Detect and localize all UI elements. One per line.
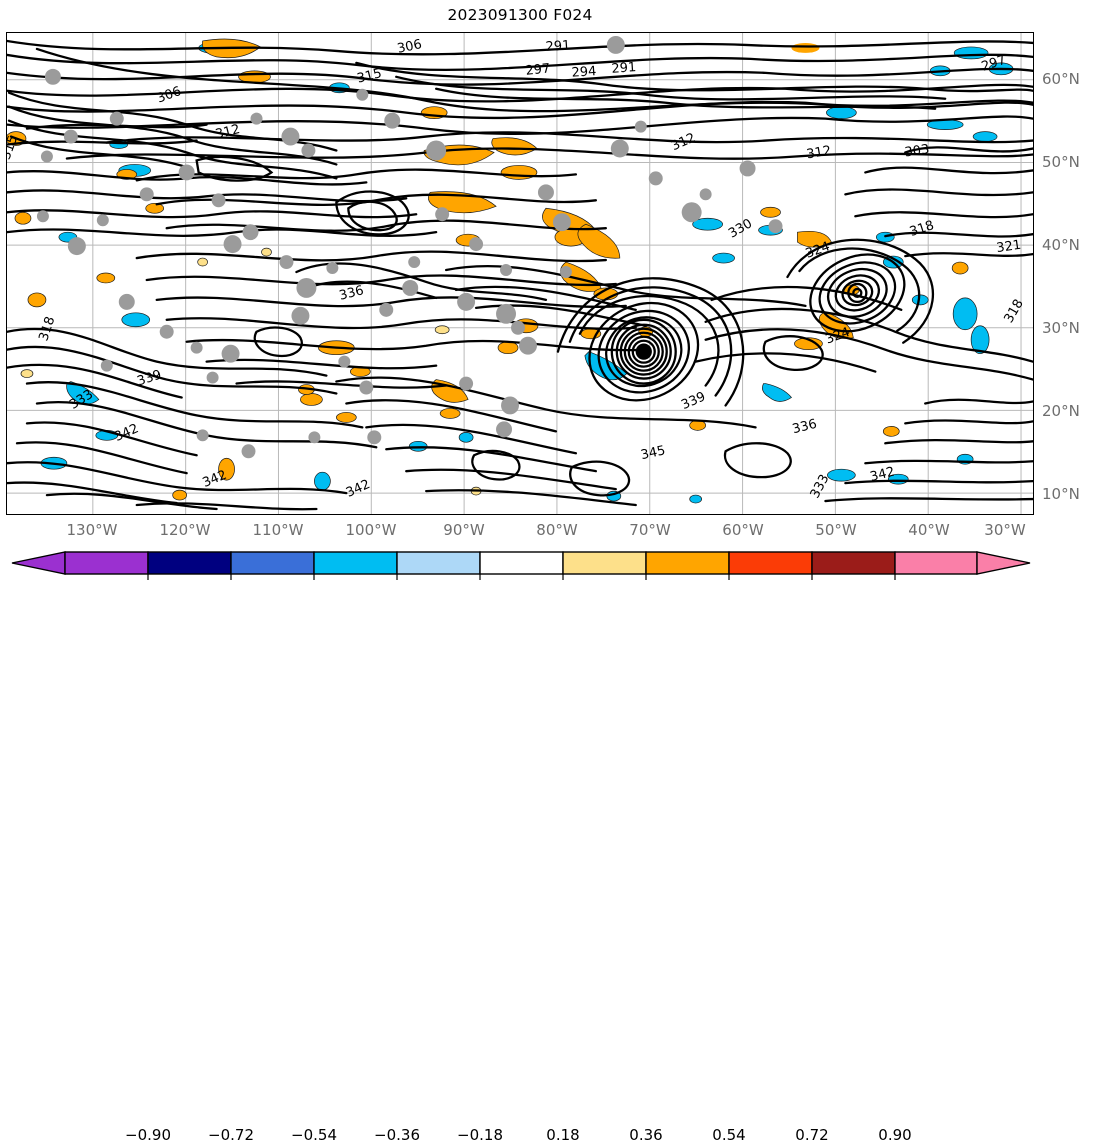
svg-text:291: 291 (545, 38, 571, 55)
x-tick-label: 60°W (722, 521, 764, 539)
x-tick-label: 90°W (443, 521, 485, 539)
x-tick-label: 30°W (984, 521, 1026, 539)
colorbar-tick-label: −0.72 (208, 1126, 254, 1144)
y-tick-label: 20°N (1042, 402, 1080, 420)
observation-dots (36, 35, 783, 459)
x-tick-label: 80°W (536, 521, 578, 539)
map-svg: 306 291 297 294 291 297 315 306 312 315 … (7, 33, 1033, 514)
colorbar-tick-label: −0.36 (374, 1126, 420, 1144)
svg-text:306: 306 (396, 37, 423, 57)
map-panel[interactable]: 306 291 297 294 291 297 315 306 312 315 … (6, 32, 1034, 515)
x-tick-label: 50°W (815, 521, 857, 539)
svg-text:336: 336 (338, 283, 366, 304)
svg-text:297: 297 (980, 53, 1008, 75)
svg-text:339: 339 (135, 367, 163, 389)
colorbar-tick-label: −0.54 (291, 1126, 337, 1144)
svg-text:318: 318 (36, 315, 58, 343)
colorbar-under-arrow (11, 551, 66, 575)
svg-text:336: 336 (791, 417, 819, 438)
colorbar[interactable]: −0.90 −0.72 −0.54 −0.36 −0.18 0.18 0.36 … (0, 548, 1102, 1144)
colorbar-tick-label: 0.90 (878, 1126, 912, 1144)
svg-text:312: 312 (214, 122, 242, 143)
x-tick-label: 120°W (159, 521, 211, 539)
page-title: 2023091300 F024 (447, 6, 593, 24)
svg-text:312: 312 (806, 143, 833, 162)
y-tick-label: 60°N (1042, 70, 1080, 88)
figure-root: 2023091300 F024 (0, 6, 1102, 1144)
svg-text:342: 342 (869, 464, 897, 485)
y-tick-label: 40°N (1042, 236, 1080, 254)
x-tick-label: 130°W (66, 521, 118, 539)
svg-text:315: 315 (356, 66, 384, 87)
colorbar-tick-label: 0.72 (795, 1126, 829, 1144)
x-tick-label: 40°W (908, 521, 950, 539)
colorbar-tick-label: 0.54 (712, 1126, 746, 1144)
y-tick-label: 50°N (1042, 153, 1080, 171)
x-tick-label: 100°W (345, 521, 397, 539)
svg-text:321: 321 (996, 238, 1023, 256)
colorbar-over-arrow (976, 551, 1031, 575)
y-tick-label: 10°N (1042, 485, 1080, 503)
y-tick-label: 30°N (1042, 319, 1080, 337)
svg-text:318: 318 (908, 218, 936, 240)
colorbar-tick-label: 0.18 (546, 1126, 580, 1144)
x-tick-label: 110°W (252, 521, 304, 539)
colorbar-svg (11, 551, 1031, 580)
colorbar-tick-label: −0.90 (125, 1126, 171, 1144)
colorbar-tick-label: −0.18 (457, 1126, 503, 1144)
svg-text:303: 303 (904, 142, 931, 160)
svg-text:345: 345 (639, 443, 666, 463)
theta-contours (7, 39, 1033, 511)
svg-text:291: 291 (611, 60, 637, 77)
svg-text:294: 294 (571, 64, 597, 81)
svg-text:297: 297 (525, 61, 551, 78)
x-tick-label: 70°W (629, 521, 671, 539)
colorbar-tick-label: 0.36 (629, 1126, 663, 1144)
